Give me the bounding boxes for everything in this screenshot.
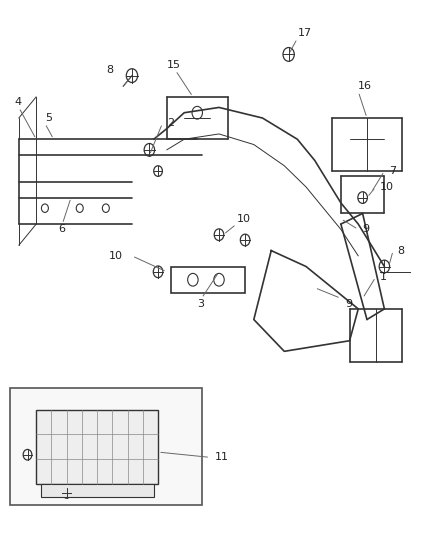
Text: 10: 10 (237, 214, 251, 224)
Text: 3: 3 (197, 298, 204, 309)
Text: 9: 9 (363, 224, 370, 235)
Text: 15: 15 (167, 60, 181, 70)
Text: 6: 6 (58, 224, 65, 235)
Text: 7: 7 (389, 166, 396, 176)
Text: 10: 10 (109, 251, 123, 261)
Text: 4: 4 (14, 97, 21, 107)
Bar (41, 484, 154, 497)
Text: 2: 2 (167, 118, 174, 128)
Text: 5: 5 (45, 113, 52, 123)
Text: 11: 11 (215, 453, 229, 463)
Text: 8: 8 (106, 66, 113, 75)
Bar (36, 410, 158, 484)
Text: 16: 16 (358, 81, 372, 91)
Bar (10, 389, 201, 505)
Text: 1: 1 (380, 272, 387, 282)
Text: 17: 17 (297, 28, 311, 38)
Text: 9: 9 (345, 298, 352, 309)
Text: 10: 10 (380, 182, 394, 192)
Text: 8: 8 (397, 246, 405, 256)
